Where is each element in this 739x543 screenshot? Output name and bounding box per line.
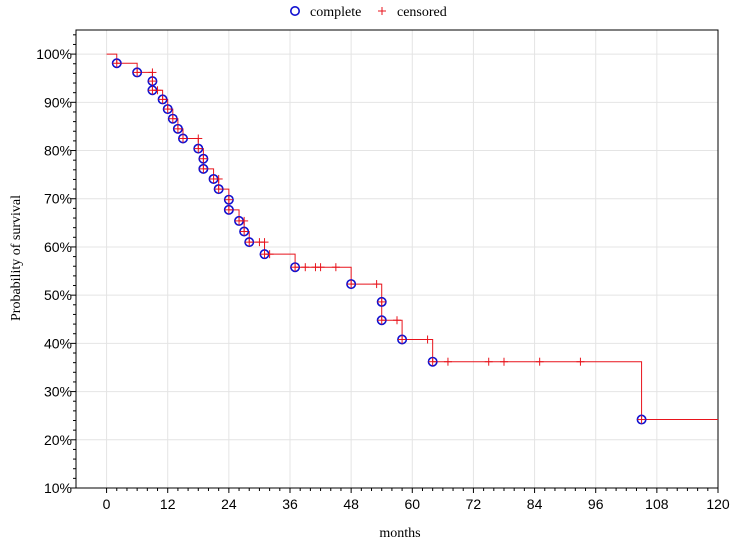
censored-point: [423, 335, 432, 344]
censored-point: [377, 316, 386, 325]
x-tick-label: 12: [160, 496, 176, 512]
y-tick-label: 10%: [44, 480, 72, 496]
x-tick-label: 36: [282, 496, 298, 512]
censored-point: [199, 154, 208, 163]
censored-markers: [112, 59, 646, 424]
censored-point: [637, 415, 646, 424]
complete-point: [193, 143, 204, 154]
complete-point: [223, 194, 234, 205]
censored-point: [214, 174, 223, 183]
censored-point: [112, 59, 121, 68]
censored-point: [265, 250, 274, 259]
complete-point: [198, 163, 209, 174]
censored-point: [398, 335, 407, 344]
censored-point: [245, 238, 254, 247]
censored-point: [347, 280, 356, 289]
x-tick-label: 120: [706, 496, 730, 512]
censored-point: [153, 86, 162, 95]
complete-point: [244, 237, 255, 248]
complete-point: [223, 204, 234, 215]
censored-point: [377, 297, 386, 306]
censored-point: [173, 124, 182, 133]
legend-complete-marker-icon: [289, 6, 300, 16]
complete-point: [132, 67, 143, 78]
complete-point: [198, 153, 209, 164]
x-axis-label: months: [379, 526, 420, 541]
complete-point: [397, 334, 408, 345]
censored-point: [240, 227, 249, 236]
y-tick-label: 100%: [36, 46, 72, 62]
censored-point: [443, 357, 452, 366]
censored-point: [301, 263, 310, 272]
legend-censored-label: censored: [397, 5, 447, 20]
x-tick-label: 0: [103, 496, 111, 512]
y-axis-label: Probability of survival: [9, 195, 24, 321]
complete-point: [376, 296, 387, 307]
censored-point: [168, 114, 177, 123]
censored-point: [148, 68, 157, 77]
censored-point: [576, 357, 585, 366]
complete-point: [290, 262, 301, 273]
censored-point: [316, 263, 325, 272]
censored-point: [194, 144, 203, 153]
y-axis: 10% 20% 30% 40% 50% 60% 70% 80% 90% 100%: [36, 34, 76, 496]
complete-point: [172, 123, 183, 134]
x-tick-label: 84: [527, 496, 543, 512]
complete-point: [213, 184, 224, 195]
plot-frame: [75, 29, 719, 489]
censored-point: [194, 134, 203, 143]
censored-point: [199, 164, 208, 173]
x-tick-label: 96: [588, 496, 604, 512]
censored-point: [291, 263, 300, 272]
complete-point: [346, 279, 357, 290]
y-tick-label: 80%: [44, 143, 72, 159]
censored-point: [133, 68, 142, 77]
censored-point: [179, 134, 187, 143]
censored-point: [148, 77, 157, 86]
y-tick-label: 20%: [44, 432, 72, 448]
complete-point: [636, 414, 647, 425]
censored-point: [163, 105, 172, 114]
complete-point: [376, 315, 387, 326]
censored-point: [260, 238, 269, 247]
complete-point: [162, 104, 173, 115]
x-tick-label: 72: [466, 496, 482, 512]
x-tick-label: 24: [221, 496, 237, 512]
censored-point: [224, 205, 233, 214]
legend-complete-label: complete: [310, 5, 361, 20]
censored-point: [428, 357, 437, 366]
y-tick-label: 70%: [44, 191, 72, 207]
gridlines: [76, 30, 719, 489]
censored-point: [535, 357, 544, 366]
complete-point: [111, 58, 122, 69]
complete-point: [178, 133, 189, 144]
censored-point: [224, 195, 233, 204]
x-tick-label: 48: [343, 496, 359, 512]
y-tick-label: 50%: [44, 287, 72, 303]
y-tick-label: 60%: [44, 239, 72, 255]
x-axis: 0 12 24 36 48 60 72 84 96 108 120: [103, 488, 730, 512]
censored-point: [240, 216, 249, 225]
complete-point: [239, 226, 250, 237]
legend-censored-marker-icon: [378, 7, 386, 15]
censored-point: [158, 95, 167, 104]
x-tick-label: 108: [645, 496, 669, 512]
complete-point: [157, 94, 168, 105]
y-tick-label: 30%: [44, 384, 72, 400]
censored-point: [331, 263, 340, 272]
complete-point: [427, 356, 438, 367]
complete-point: [167, 113, 178, 124]
censored-point: [372, 280, 381, 289]
y-tick-label: 90%: [44, 94, 72, 110]
censored-point: [484, 357, 493, 366]
y-tick-label: 40%: [44, 335, 72, 351]
censored-point: [500, 357, 508, 366]
censored-point: [214, 185, 223, 194]
x-tick-label: 60: [404, 496, 420, 512]
censored-point: [393, 316, 401, 325]
complete-markers: [111, 58, 647, 425]
legend: complete censored: [289, 5, 447, 20]
